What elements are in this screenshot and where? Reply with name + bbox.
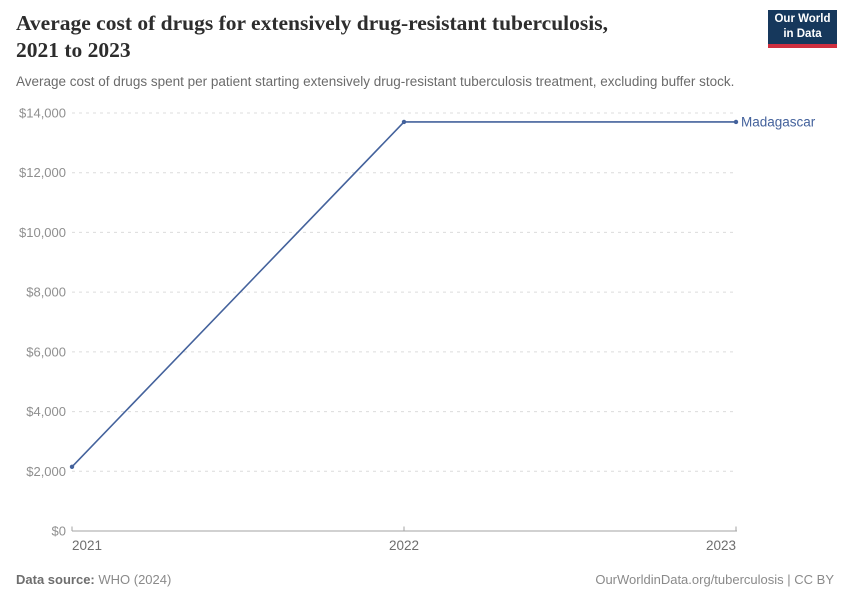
x-axis-tick-label: 2023 (706, 538, 736, 553)
data-point[interactable] (401, 119, 407, 125)
title-line-2: 2021 to 2023 (16, 38, 131, 63)
data-source-value: WHO (2024) (94, 572, 172, 587)
owid-logo[interactable]: Our World in Data (768, 10, 837, 48)
logo-line-2: in Data (783, 28, 822, 40)
y-axis-tick-label: $10,000 (19, 225, 66, 240)
title-line-1: Average cost of drugs for extensively dr… (16, 11, 608, 35)
data-point[interactable] (733, 119, 739, 125)
attribution-link[interactable]: OurWorldinData.org/tuberculosis | CC BY (595, 572, 834, 587)
y-axis-tick-label: $6,000 (26, 344, 66, 359)
data-source-note: Data source: WHO (2024) (16, 572, 171, 587)
logo-line-1: Our World (774, 13, 831, 26)
series-end-label[interactable]: Madagascar (741, 114, 816, 129)
y-axis-tick-label: $14,000 (19, 106, 66, 121)
chart-subtitle: Average cost of drugs spent per patient … (16, 74, 735, 89)
y-axis-tick-label: $0 (52, 524, 66, 539)
y-axis-tick-label: $4,000 (26, 404, 66, 419)
page-title: Average cost of drugs for extensively dr… (16, 10, 716, 65)
data-source-label: Data source: (16, 572, 95, 587)
y-axis-tick-label: $2,000 (26, 464, 66, 479)
x-axis-tick-label: 2021 (72, 538, 102, 553)
data-point[interactable] (69, 464, 75, 470)
y-axis-tick-label: $12,000 (19, 165, 66, 180)
x-axis-tick-label: 2022 (389, 538, 419, 553)
series-line[interactable] (71, 121, 736, 468)
y-axis-tick-label: $8,000 (26, 285, 66, 300)
